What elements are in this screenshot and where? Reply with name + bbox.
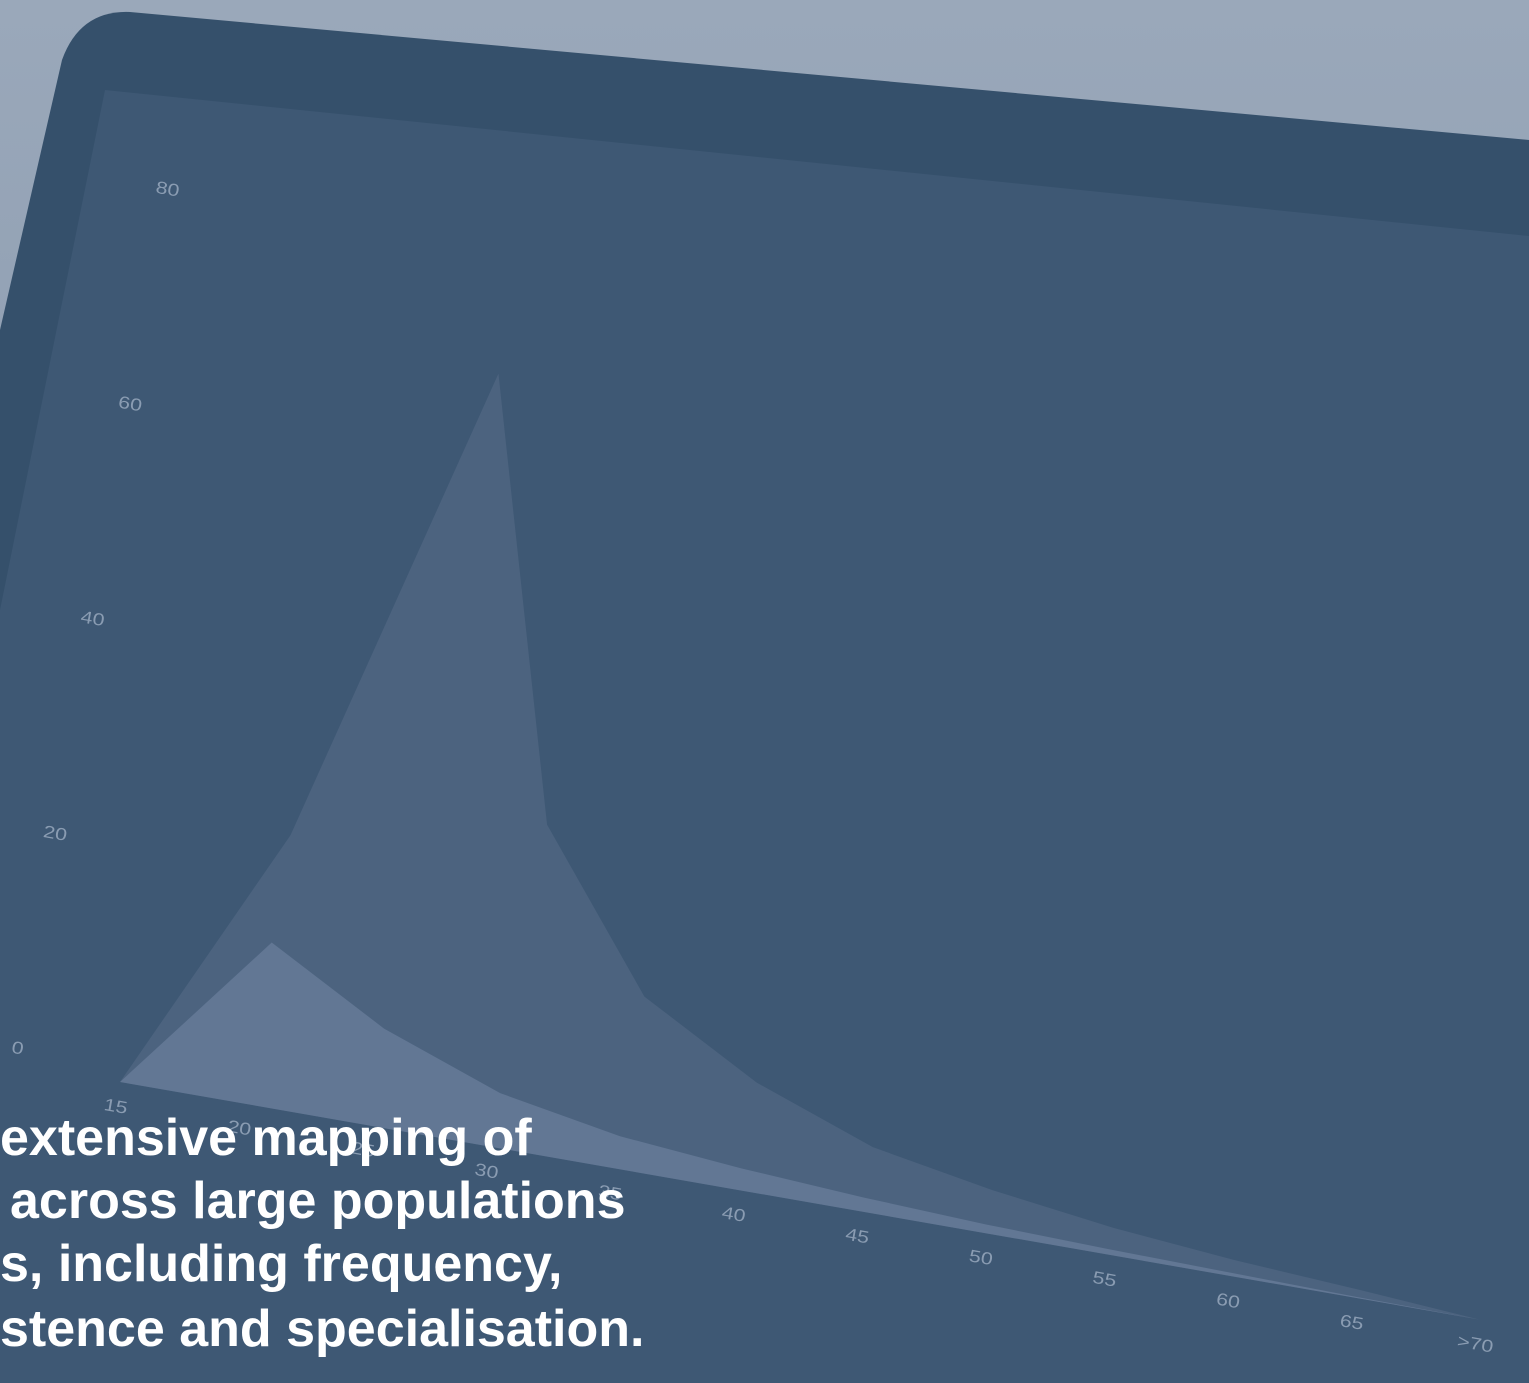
caption: extensive mapping of across large popula… — [0, 1109, 644, 1358]
y-tick-label: 0 — [10, 1038, 25, 1059]
caption-line: extensive mapping of — [0, 1109, 532, 1167]
caption-line: across large populations — [10, 1172, 626, 1230]
x-tick-label: 15 — [102, 1095, 129, 1118]
y-tick-label: 20 — [42, 822, 69, 845]
x-tick-label: 60 — [1215, 1289, 1242, 1312]
x-tick-label: 40 — [720, 1203, 747, 1226]
x-tick-label: 45 — [844, 1225, 871, 1248]
y-tick-label: 40 — [79, 607, 106, 630]
x-tick-label: 65 — [1338, 1311, 1365, 1334]
x-tick-label: 35 — [597, 1181, 624, 1204]
area — [120, 942, 1480, 1320]
y-tick-label: 80 — [154, 178, 181, 201]
x-tick-label: 50 — [968, 1246, 995, 1269]
y-tick-label: 60 — [117, 392, 144, 415]
x-tick-label: 20 — [226, 1117, 253, 1140]
caption-line: stence and specialisation. — [0, 1300, 644, 1358]
x-tick-label: 30 — [473, 1160, 500, 1183]
x-tick-label: 25 — [350, 1138, 377, 1161]
x-tick-label: 55 — [1091, 1268, 1118, 1291]
caption-line: s, including frequency, — [0, 1235, 562, 1293]
